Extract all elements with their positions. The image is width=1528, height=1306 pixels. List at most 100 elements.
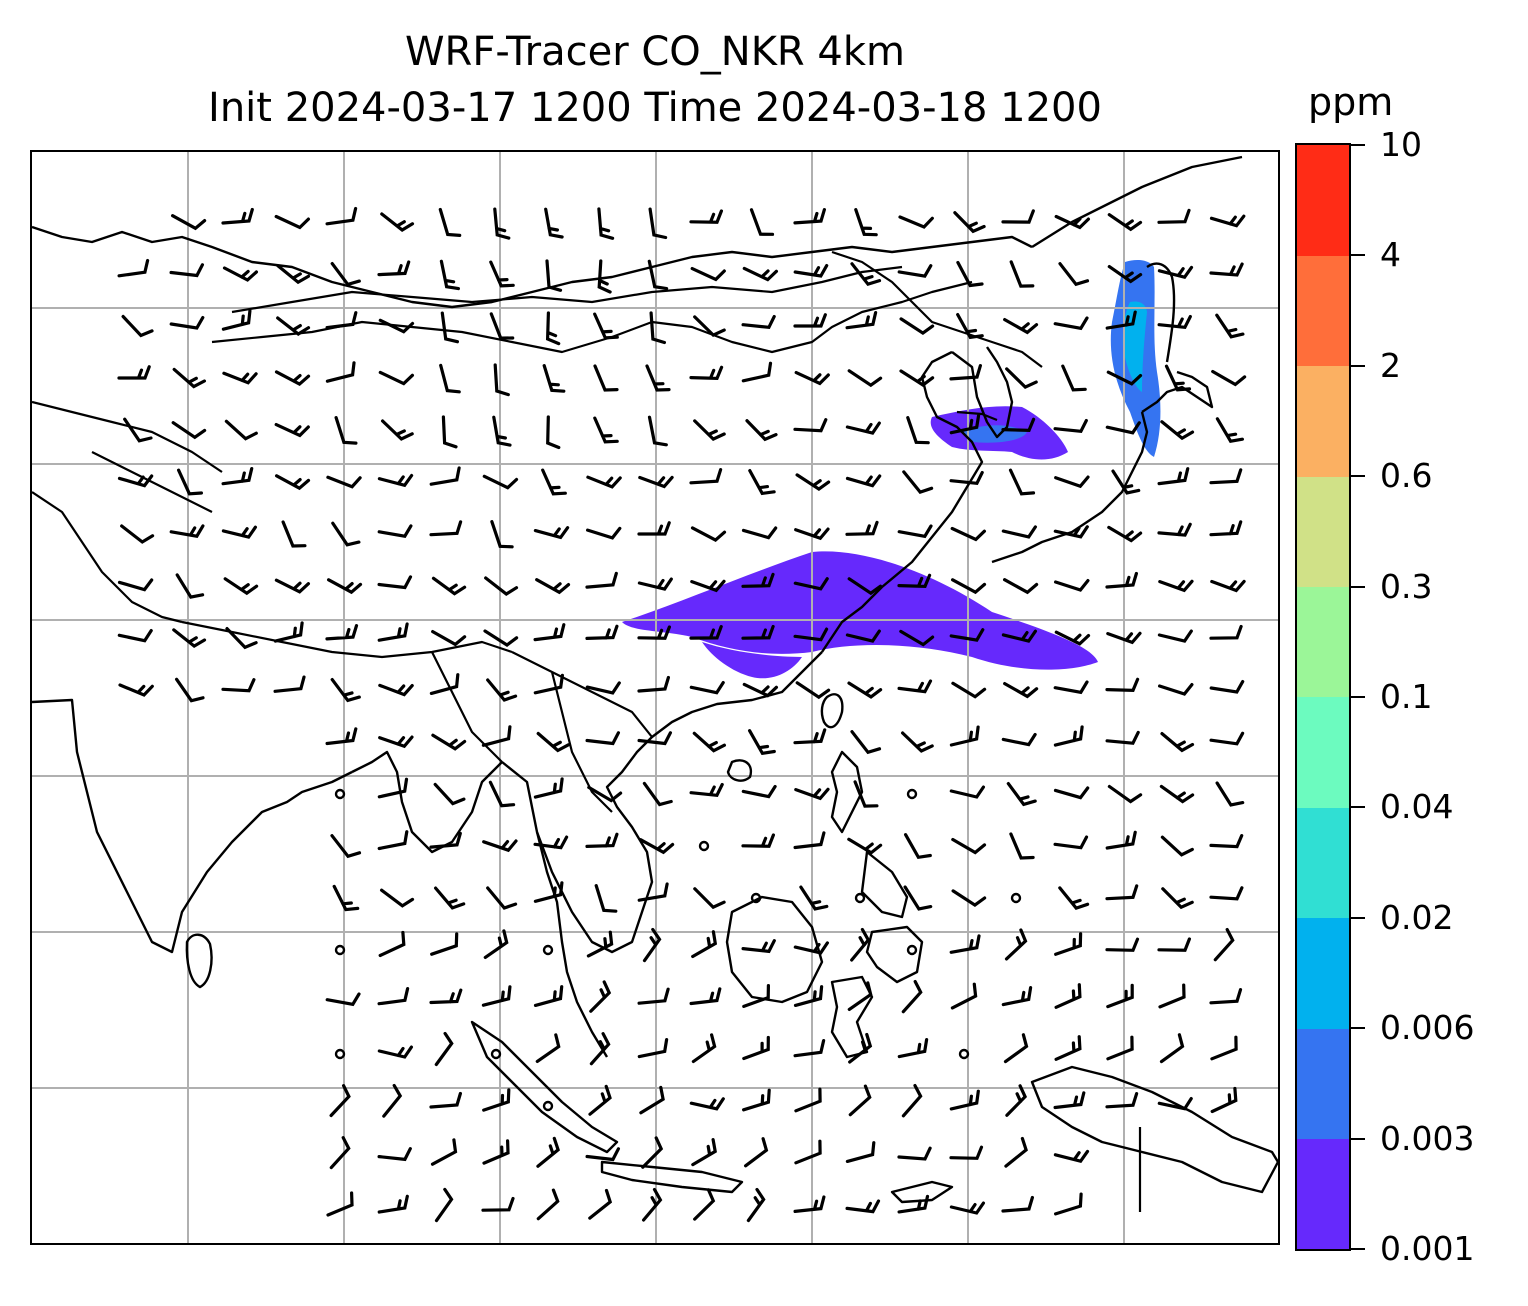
wind-barb <box>1003 318 1039 335</box>
wind-barb <box>117 578 154 592</box>
wind-barb <box>1004 928 1028 961</box>
wind-barb <box>377 260 411 277</box>
wind-barb <box>741 833 775 848</box>
wind-barb <box>741 939 776 954</box>
wind-barb <box>481 725 512 747</box>
wind-barb <box>951 889 987 908</box>
wind-barb <box>481 985 512 1007</box>
wind-barb <box>649 311 666 345</box>
wind-barb <box>949 471 984 486</box>
wind-barb <box>586 930 614 958</box>
wind-barb <box>276 264 311 285</box>
graticule <box>32 152 1278 1243</box>
wind-barb <box>484 576 519 596</box>
wind-barb <box>1054 983 1082 1009</box>
wind-barb <box>585 1147 620 1162</box>
wind-barb <box>329 1084 351 1118</box>
wind-barb <box>486 886 518 910</box>
wind-barb <box>1105 1092 1139 1109</box>
map-title-line-2: Init 2024-03-17 1200 Time 2024-03-18 120… <box>208 85 1102 131</box>
map-title-line-1: WRF-Tracer CO_NKR 4km <box>404 29 906 75</box>
wind-barb <box>593 364 619 392</box>
wind-barb <box>693 315 726 338</box>
wind-barb <box>904 833 932 860</box>
wind-barb <box>587 785 623 803</box>
wind-barb <box>377 524 413 538</box>
wind-barb <box>845 311 878 330</box>
wind-barb <box>1054 475 1090 489</box>
wind-barb <box>438 207 462 237</box>
wind-barb <box>794 1139 822 1165</box>
wind-barb <box>742 682 778 698</box>
wind-barb <box>221 309 252 331</box>
wind-barb <box>744 1137 769 1168</box>
wind-barb <box>434 886 466 910</box>
wind-barb <box>588 1084 612 1116</box>
calm-wind-marker <box>698 840 710 852</box>
coastline-indochina <box>501 651 823 954</box>
wind-barb <box>637 625 671 640</box>
colorbar-band <box>1297 697 1349 808</box>
wind-barb <box>847 369 883 388</box>
wind-barb <box>953 211 986 234</box>
wind-barb <box>795 473 831 492</box>
wind-barb <box>325 361 356 383</box>
wind-barb <box>742 984 770 1008</box>
wind-barb <box>377 830 409 851</box>
wind-barb <box>1157 937 1191 952</box>
wind-barb <box>845 421 881 435</box>
wind-barb <box>949 1089 980 1111</box>
wind-barb <box>430 932 459 956</box>
colorbar-tick-label: 0.02 <box>1380 897 1454 937</box>
wind-barb <box>221 467 254 486</box>
wind-barb <box>175 573 205 599</box>
wind-barb <box>951 578 987 595</box>
wind-barb <box>123 417 153 443</box>
wind-barb <box>223 577 259 596</box>
wind-barb <box>439 363 461 394</box>
colorbar-tick-label: 0.3 <box>1380 566 1433 606</box>
wind-barb <box>902 470 934 494</box>
colorbar-tick-label: 2 <box>1380 345 1401 385</box>
wind-barb <box>690 267 726 282</box>
wind-barb <box>536 731 570 753</box>
wind-barb <box>1053 725 1084 747</box>
wind-barb <box>545 259 563 292</box>
coastline-borneo <box>725 895 824 1004</box>
wind-barb <box>1053 525 1089 539</box>
colorbar-tick <box>1351 1137 1365 1140</box>
wind-barb <box>1160 420 1195 441</box>
wind-barb <box>533 526 570 540</box>
wind-barb <box>692 731 726 753</box>
wind-barb <box>172 628 207 649</box>
wind-barb <box>535 1033 561 1063</box>
wind-barb <box>222 266 258 282</box>
border-india-pakistan <box>32 491 183 624</box>
colorbar-tick <box>1351 364 1365 367</box>
wind-barb <box>378 683 414 697</box>
wind-barb <box>793 728 827 745</box>
wind-barb <box>585 624 619 640</box>
wind-barb <box>1058 886 1090 910</box>
wind-barb <box>1157 1097 1193 1111</box>
wind-barb <box>949 1201 985 1215</box>
map-panel[interactable] <box>30 150 1280 1245</box>
wind-barb <box>1209 468 1243 485</box>
calm-wind-marker <box>542 1100 554 1112</box>
wind-barb <box>951 837 987 855</box>
wind-barb <box>689 987 722 1006</box>
wind-barb <box>956 260 984 288</box>
border-china-russia-ne <box>831 250 1043 368</box>
wind-barb <box>377 575 413 590</box>
wind-barb <box>117 365 151 380</box>
wind-barb <box>690 526 727 543</box>
wind-barb <box>594 884 618 913</box>
colorbar-tick <box>1351 806 1365 809</box>
wind-barb <box>1210 1086 1238 1114</box>
wind-barb <box>793 1195 826 1213</box>
coastline-taiwan <box>820 693 844 729</box>
wind-barb <box>482 474 519 490</box>
wind-barb <box>1158 983 1186 1009</box>
wind-barb <box>745 419 778 442</box>
wind-barb <box>533 835 569 850</box>
